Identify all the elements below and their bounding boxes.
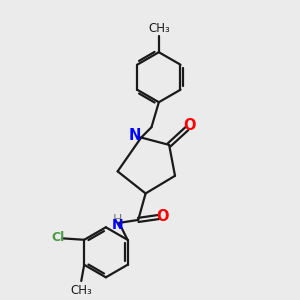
Text: CH₃: CH₃ (148, 22, 170, 34)
Text: CH₃: CH₃ (70, 284, 92, 297)
Text: Cl: Cl (51, 231, 64, 244)
Text: H: H (113, 213, 122, 226)
Text: N: N (112, 218, 123, 232)
Text: N: N (128, 128, 141, 143)
Text: O: O (156, 209, 169, 224)
Text: O: O (183, 118, 195, 133)
